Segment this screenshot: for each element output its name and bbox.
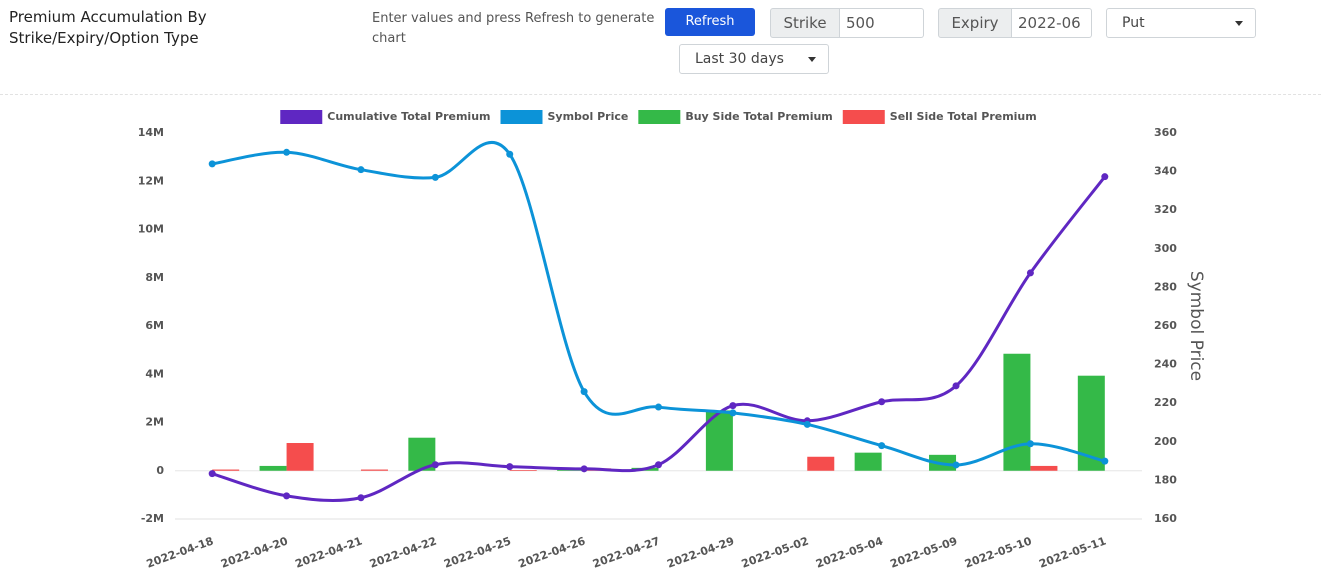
point <box>506 150 514 158</box>
option-type-select[interactable]: Put <box>1106 8 1256 38</box>
point <box>357 494 365 502</box>
legend-label: Cumulative Total Premium <box>327 110 490 123</box>
point <box>208 160 216 168</box>
point <box>1026 440 1034 448</box>
point <box>580 388 588 396</box>
y2-tick-label: 200 <box>1154 435 1177 448</box>
y2-tick-label: 180 <box>1154 473 1177 486</box>
point <box>1101 457 1109 465</box>
point <box>506 463 514 471</box>
hint-text: Enter values and press Refresh to genera… <box>372 11 655 46</box>
expiry-input[interactable]: 2022-06 <box>1012 8 1092 38</box>
x-tick-label: 2022-04-21 <box>293 534 364 570</box>
x-tick-label: 2022-04-25 <box>442 534 513 570</box>
x-tick-label: 2022-05-02 <box>740 534 811 570</box>
y2-tick-label: 360 <box>1154 126 1177 139</box>
x-tick-label: 2022-05-11 <box>1037 534 1108 570</box>
line <box>211 175 1106 502</box>
point <box>1101 173 1109 181</box>
refresh-button[interactable]: Refresh <box>665 8 755 36</box>
x-tick-label: 2022-04-26 <box>517 534 588 570</box>
point <box>580 465 588 473</box>
bar <box>509 470 537 471</box>
point <box>729 409 737 417</box>
y2-tick-label: 240 <box>1154 358 1177 371</box>
bar <box>854 452 882 471</box>
strike-input[interactable]: 500 <box>840 8 924 38</box>
x-tick-label: 2022-04-29 <box>665 534 736 570</box>
legend-swatch <box>500 110 543 124</box>
point <box>357 166 365 174</box>
period-select[interactable]: Last 30 days <box>679 44 829 74</box>
y2-tick-label: 320 <box>1154 203 1177 216</box>
y-tick-label: 8M <box>145 271 164 284</box>
y2-tick-label: 160 <box>1154 512 1177 525</box>
bar <box>807 456 835 471</box>
point <box>431 461 439 469</box>
x-tick-label: 2022-04-27 <box>591 534 662 570</box>
bar <box>1030 465 1058 471</box>
x-tick-label: 2022-04-20 <box>219 534 290 570</box>
point <box>729 402 737 410</box>
legend-label: Buy Side Total Premium <box>685 110 832 123</box>
bar <box>212 469 240 471</box>
point <box>283 492 291 500</box>
x-tick-label: 2022-04-18 <box>145 534 216 570</box>
bar <box>259 465 287 471</box>
y-tick-label: 12M <box>138 174 164 187</box>
point <box>803 420 811 428</box>
y-tick-label: 4M <box>145 367 164 380</box>
legend-swatch <box>842 110 885 124</box>
point <box>952 382 960 390</box>
bar <box>360 469 388 471</box>
separator <box>0 94 1321 95</box>
legend-swatch <box>280 110 323 124</box>
point <box>655 403 662 411</box>
legend-label: Symbol Price <box>548 110 629 123</box>
bar <box>286 443 314 471</box>
line <box>211 140 1106 467</box>
point <box>952 461 960 469</box>
y2-axis-title: Symbol Price <box>1186 271 1206 381</box>
y-tick-label: -2M <box>141 512 164 525</box>
y2-tick-label: 280 <box>1154 280 1177 293</box>
bar <box>1003 353 1031 471</box>
x-tick-label: 2022-05-10 <box>963 534 1034 570</box>
y-tick-label: 6M <box>145 319 164 332</box>
point <box>1026 269 1034 277</box>
y2-tick-label: 220 <box>1154 396 1177 409</box>
point <box>878 442 886 450</box>
y2-tick-label: 340 <box>1154 165 1177 178</box>
y2-tick-label: 260 <box>1154 319 1177 332</box>
y-tick-label: 2M <box>145 416 164 429</box>
strike-label: Strike <box>770 8 840 38</box>
x-tick-label: 2022-05-04 <box>814 534 885 570</box>
point <box>878 398 886 406</box>
x-tick-label: 2022-05-09 <box>889 534 960 570</box>
y-tick-label: 14M <box>138 126 164 139</box>
point <box>655 461 662 469</box>
legend-swatch <box>638 110 681 124</box>
page-title: Premium Accumulation By Strike/Expiry/Op… <box>9 8 207 47</box>
point <box>283 148 291 156</box>
y2-tick-label: 300 <box>1154 242 1177 255</box>
x-tick-label: 2022-04-22 <box>368 534 439 570</box>
expiry-label: Expiry <box>938 8 1012 38</box>
y-tick-label: 10M <box>138 223 164 236</box>
y-tick-label: 0 <box>156 464 164 477</box>
legend-label: Sell Side Total Premium <box>890 110 1037 123</box>
point <box>431 173 439 181</box>
point <box>208 470 216 478</box>
